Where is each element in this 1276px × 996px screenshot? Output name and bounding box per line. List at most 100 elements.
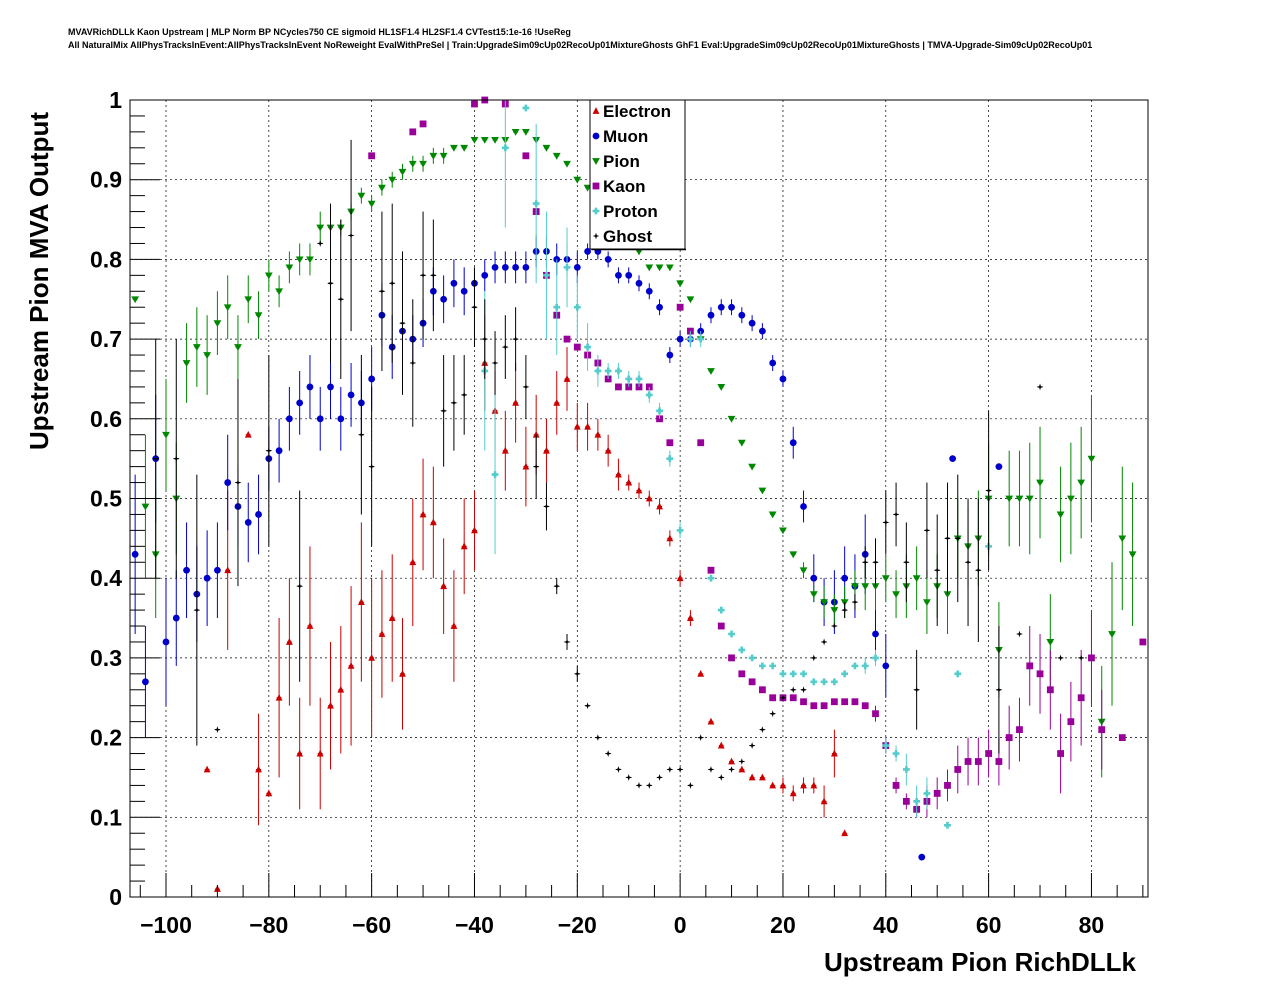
muon-series xyxy=(131,235,1003,861)
proton-point xyxy=(841,670,849,678)
proton-point xyxy=(954,670,962,678)
muon-point xyxy=(142,678,149,686)
ghost-point xyxy=(758,726,766,734)
electron-point xyxy=(666,534,674,542)
ghost-point xyxy=(316,240,324,247)
kaon-point xyxy=(861,702,869,710)
ghost-point xyxy=(944,534,951,542)
pion-point xyxy=(779,527,787,535)
pion-point xyxy=(1118,535,1127,543)
pion-point xyxy=(923,599,931,607)
kaon-point xyxy=(368,152,376,160)
electron-point xyxy=(645,494,653,502)
legend-box xyxy=(589,99,686,250)
ghost-point xyxy=(800,686,807,694)
x-axis-title: Upstream Pion RichDLLk xyxy=(824,947,1137,977)
muon-point xyxy=(481,271,489,279)
proton-point xyxy=(491,471,499,478)
y-tick-label: 1 xyxy=(109,87,122,113)
electron-point xyxy=(553,398,561,406)
x-tick-label: 0 xyxy=(674,912,687,938)
muon-point xyxy=(728,303,735,311)
kaon-point xyxy=(954,766,962,773)
proton-point xyxy=(645,391,653,399)
proton-point xyxy=(522,104,530,112)
kaon-point xyxy=(758,686,766,694)
ghost-point xyxy=(234,479,242,486)
pion-point xyxy=(881,575,890,583)
muon-point xyxy=(501,263,509,271)
muon-point xyxy=(522,263,530,271)
ghost-point xyxy=(532,463,540,471)
proton-point xyxy=(728,630,735,638)
proton-point xyxy=(892,750,900,757)
ghost-point xyxy=(687,782,694,789)
pion-point xyxy=(665,264,674,272)
kaon-point xyxy=(995,758,1003,765)
proton-series xyxy=(481,100,993,829)
ghost-point xyxy=(820,638,828,646)
pion-point xyxy=(676,280,685,288)
muon-point xyxy=(368,375,376,383)
pion-point xyxy=(275,288,284,296)
muon-point xyxy=(615,271,622,279)
electron-legend-marker xyxy=(592,107,600,114)
pion-point xyxy=(1036,479,1044,487)
muon-point xyxy=(625,271,633,279)
pion-point xyxy=(861,583,870,591)
pion-point xyxy=(316,224,325,232)
kaon-point xyxy=(522,152,530,160)
y-tick-label: 0.9 xyxy=(90,167,122,193)
ghost-point xyxy=(964,558,972,566)
header-line-1: MVAVRichDLLk Kaon Upstream | MLP Norm BP… xyxy=(68,27,571,37)
x-tick-label: −20 xyxy=(558,912,597,938)
proton-point xyxy=(758,662,766,670)
proton-point xyxy=(573,303,581,311)
ghost-legend-label: Ghost xyxy=(603,227,652,246)
proton-point xyxy=(635,375,643,383)
pion-point xyxy=(748,463,757,471)
pion-point xyxy=(182,360,191,367)
pion-point xyxy=(254,312,263,320)
pion-legend-label: Pion xyxy=(603,152,640,171)
electron-point xyxy=(316,749,324,757)
pion-point xyxy=(809,591,818,599)
kaon-point xyxy=(933,789,941,797)
pion-point xyxy=(563,160,571,168)
electron-point xyxy=(419,510,427,518)
proton-point xyxy=(707,574,715,582)
pion-point xyxy=(851,583,859,591)
muon-point xyxy=(573,263,581,271)
muon-point xyxy=(285,415,293,423)
kaon-point xyxy=(810,702,818,710)
pion-point xyxy=(141,503,150,511)
electron-point xyxy=(820,797,828,805)
ghost-point xyxy=(522,383,530,391)
proton-point xyxy=(656,407,663,415)
pion-point xyxy=(285,264,294,272)
electron-point xyxy=(717,741,725,749)
muon-point xyxy=(491,263,499,271)
electron-series xyxy=(203,315,849,892)
y-tick-label: 0.3 xyxy=(90,645,122,671)
electron-point xyxy=(512,398,520,406)
proton-legend-marker xyxy=(592,207,600,215)
ghost-point xyxy=(882,519,890,526)
marks-layer xyxy=(131,96,1147,892)
ghost-point xyxy=(172,455,180,463)
ghost-point xyxy=(440,407,448,415)
pion-point xyxy=(686,296,695,304)
y-tick-label: 0.5 xyxy=(90,486,122,512)
electron-point xyxy=(460,542,468,550)
pion-point xyxy=(707,368,715,375)
x-tick-label: −40 xyxy=(455,912,494,938)
electron-point xyxy=(676,574,684,582)
kaon-point xyxy=(851,698,859,706)
proton-point xyxy=(810,678,818,686)
pion-point xyxy=(162,431,170,439)
muon-point xyxy=(635,279,643,287)
muon-point xyxy=(214,566,221,574)
kaon-point xyxy=(1036,670,1044,678)
pion-point xyxy=(295,256,304,264)
proton-point xyxy=(594,367,602,375)
